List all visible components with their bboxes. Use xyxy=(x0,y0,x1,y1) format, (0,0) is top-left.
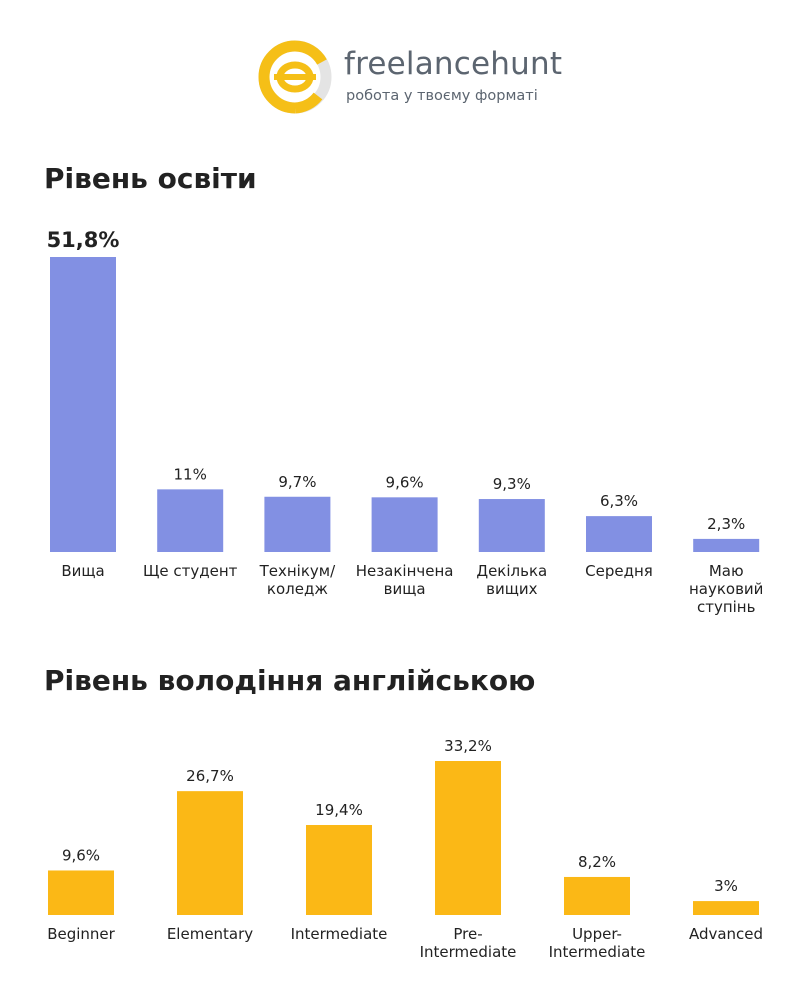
bar-4 xyxy=(478,499,545,552)
category-label-line: Вища xyxy=(61,562,104,580)
category-label-1: Elementary xyxy=(167,925,253,943)
value-label-6: 2,3% xyxy=(707,515,745,533)
brand-tagline: робота у твоєму форматі xyxy=(346,88,538,104)
value-label-5: 3% xyxy=(714,877,738,895)
value-label-1: 26,7% xyxy=(186,767,234,785)
education-bar-chart: 51,8% Вища 11% Ще студент 9,7% Технікум/колед… xyxy=(47,228,764,616)
freelancehunt-logo-icon xyxy=(258,40,332,114)
bar-5 xyxy=(693,901,759,915)
category-label-3: Незакінчена вища xyxy=(356,562,454,598)
bar-5 xyxy=(586,516,652,552)
category-label-1: Ще студент xyxy=(143,562,238,580)
category-label-5: Advanced xyxy=(689,925,763,943)
category-label-line: Технікум/ xyxy=(259,562,336,580)
bar-1 xyxy=(157,489,224,552)
category-label-4: Декілька вищих xyxy=(476,562,547,598)
value-label-2: 9,7% xyxy=(278,473,316,491)
value-label-0: 9,6% xyxy=(62,846,100,864)
bar-3 xyxy=(435,761,501,915)
bar-4 xyxy=(564,876,630,915)
category-label-4: Upper-Intermediate xyxy=(549,925,646,961)
value-label-4: 8,2% xyxy=(578,853,616,871)
category-label-line: Pre- xyxy=(453,925,482,943)
bar-0 xyxy=(48,870,114,915)
category-label-line: Elementary xyxy=(167,925,253,943)
category-label-line: Ще студент xyxy=(143,562,238,580)
education-section-title: Рівень освіти xyxy=(44,162,257,195)
category-label-line: Середня xyxy=(585,562,653,580)
category-label-line: вища xyxy=(384,580,426,598)
value-label-1: 11% xyxy=(174,465,207,483)
category-label-line: Upper- xyxy=(572,925,622,943)
bar-6 xyxy=(693,538,760,552)
category-label-line: коледж xyxy=(267,580,328,598)
bar-1 xyxy=(177,791,243,915)
category-label-line: Intermediate xyxy=(549,943,646,961)
brand-name: freelancehunt xyxy=(344,46,563,82)
value-label-3: 33,2% xyxy=(444,737,492,755)
category-label-line: Beginner xyxy=(47,925,115,943)
category-label-line: вищих xyxy=(486,580,537,598)
category-label-0: Вища xyxy=(61,562,104,580)
category-label-2: Intermediate xyxy=(291,925,388,943)
category-label-line: Intermediate xyxy=(420,943,517,961)
category-label-line: науковий xyxy=(689,580,763,598)
bar-3 xyxy=(371,497,438,552)
category-label-3: Pre-Intermediate xyxy=(420,925,517,961)
category-label-line: Advanced xyxy=(689,925,763,943)
category-label-6: Маю науковий ступінь xyxy=(689,562,763,616)
value-label-5: 6,3% xyxy=(600,492,638,510)
category-label-line: Незакінчена xyxy=(356,562,454,580)
value-label-4: 9,3% xyxy=(493,475,531,493)
english-section-title: Рівень володіння англійською xyxy=(44,664,536,697)
value-label-2: 19,4% xyxy=(315,801,363,819)
bar-2 xyxy=(306,825,372,915)
value-label-0: 51,8% xyxy=(47,228,120,252)
bar-0 xyxy=(50,257,116,552)
bar-2 xyxy=(264,496,331,552)
category-label-5: Середня xyxy=(585,562,653,580)
freelancehunt-logo: freelancehunt робота у твоєму форматі xyxy=(256,38,562,118)
category-label-line: ступінь xyxy=(697,598,755,616)
value-label-3: 9,6% xyxy=(386,473,424,491)
category-label-line: Intermediate xyxy=(291,925,388,943)
category-label-0: Beginner xyxy=(47,925,115,943)
category-label-line: Маю xyxy=(709,562,744,580)
category-label-line: Декілька xyxy=(476,562,547,580)
category-label-2: Технікум/коледж xyxy=(259,562,336,598)
